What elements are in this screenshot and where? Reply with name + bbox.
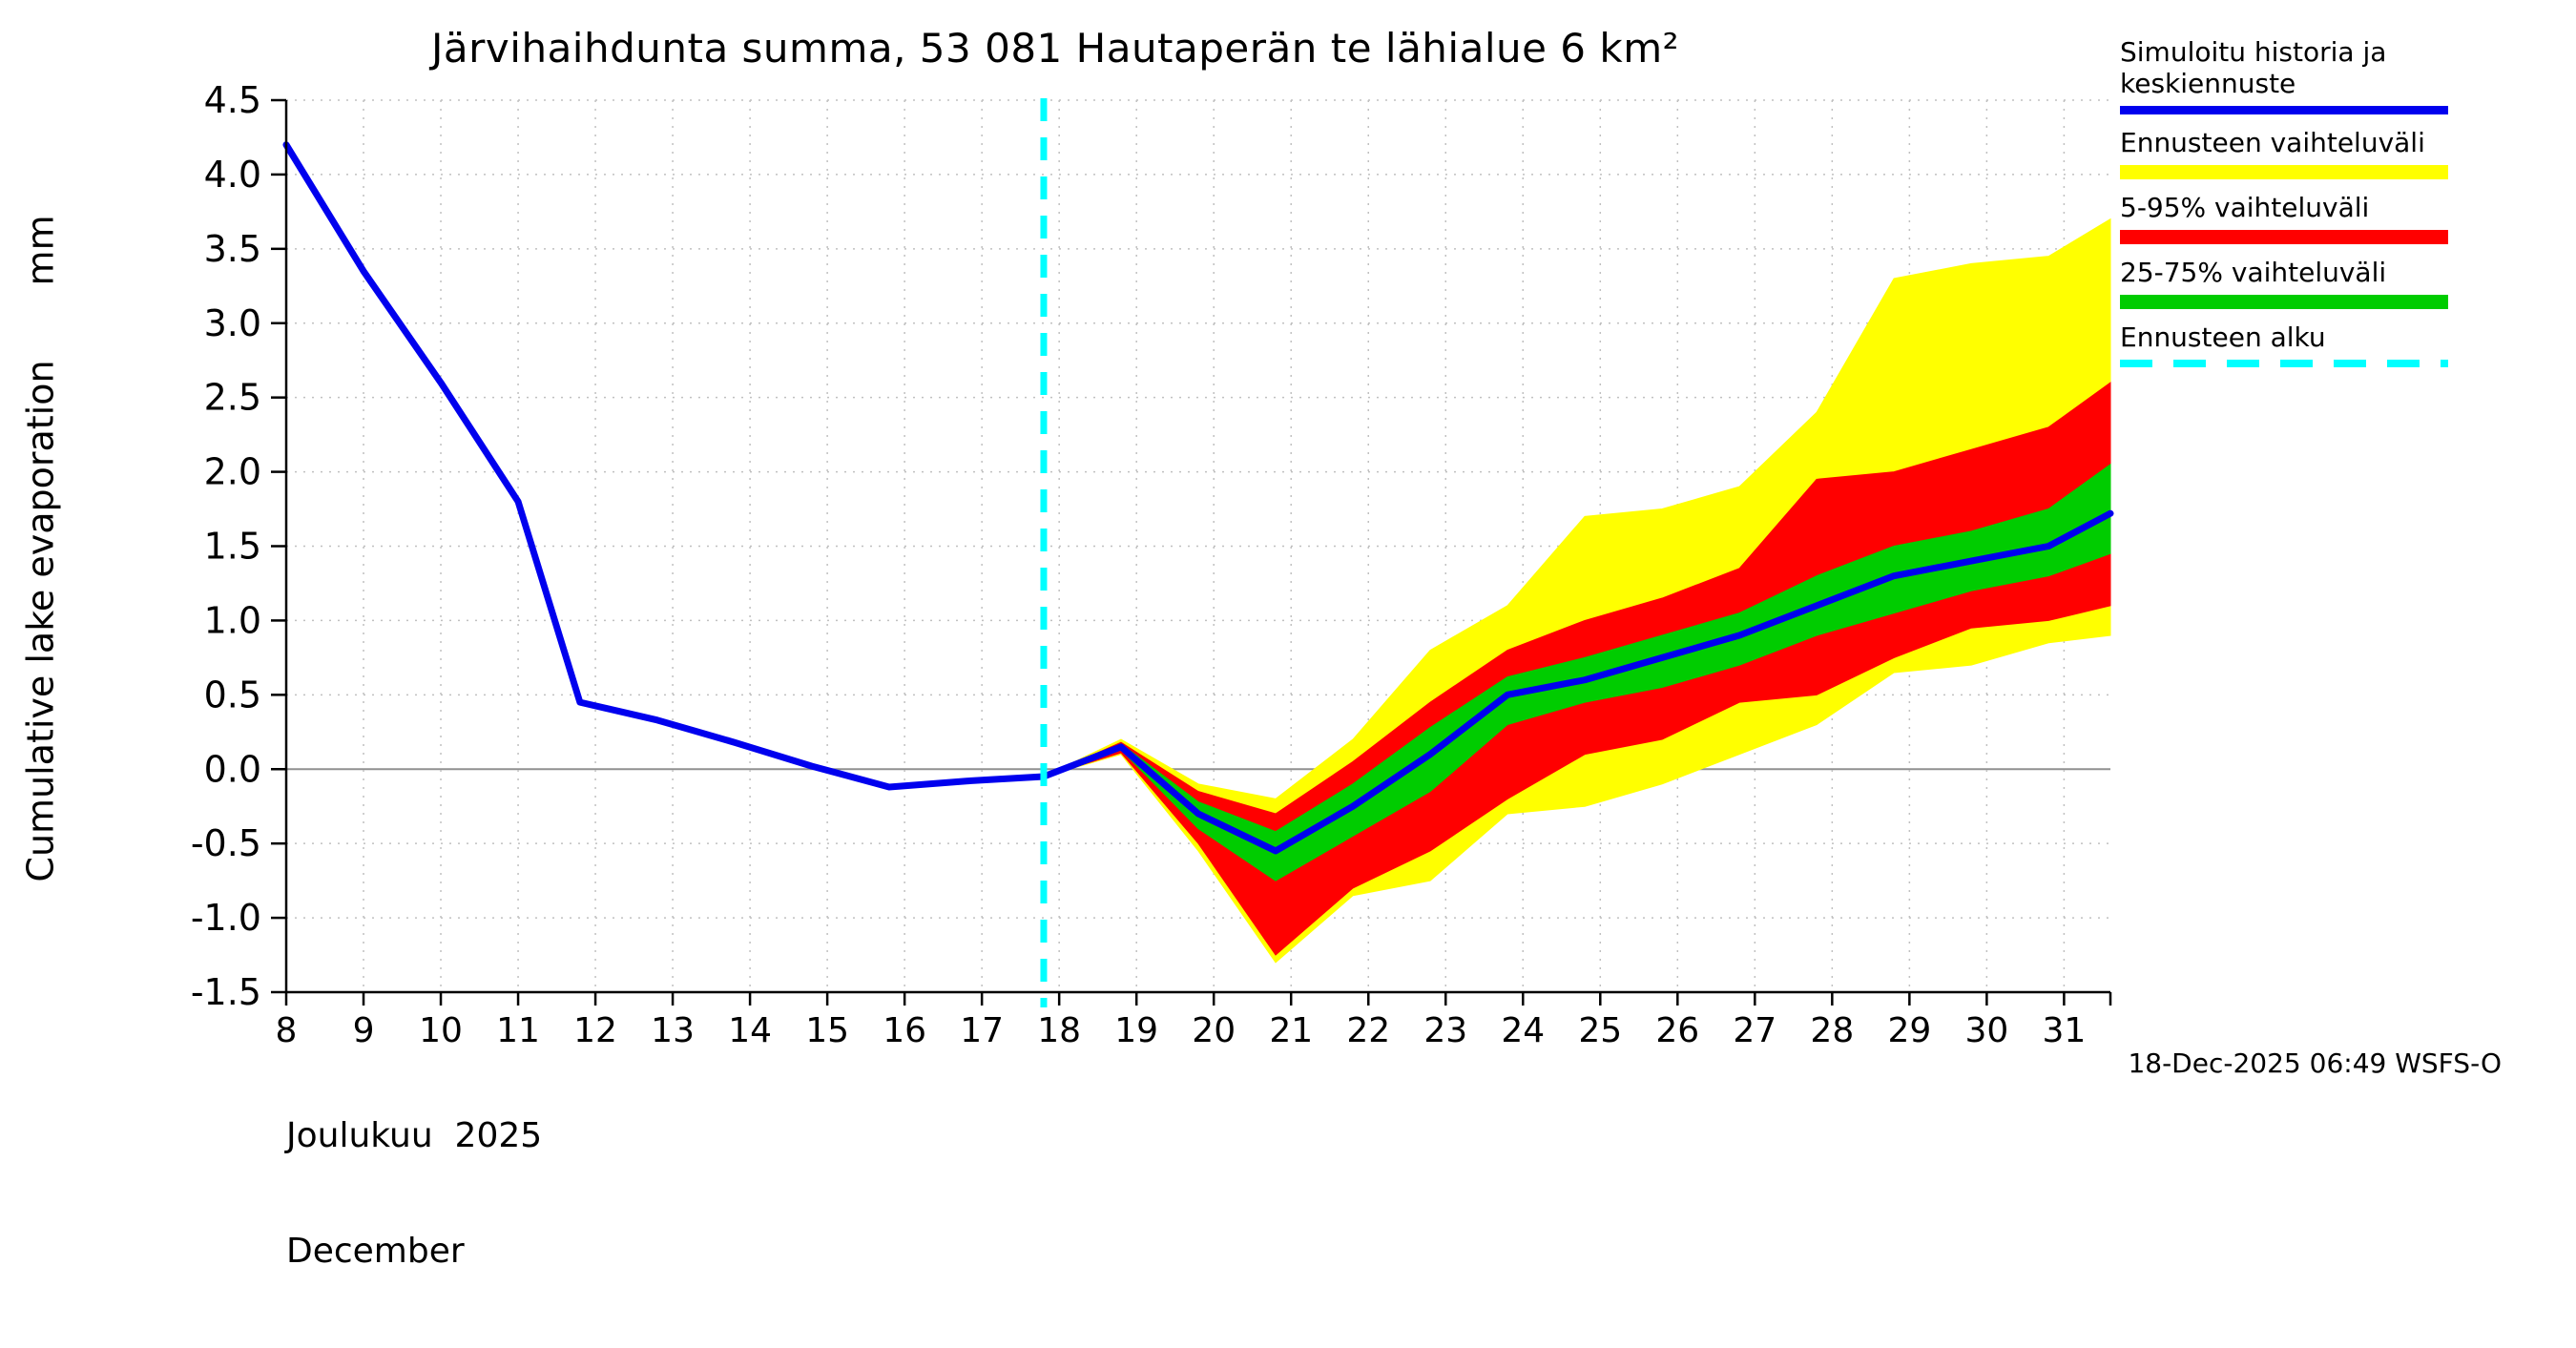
forecast-median-line	[1040, 509, 2114, 855]
x-tick-label: 25	[1578, 1011, 1622, 1050]
y-tick-label: 0.5	[204, 674, 261, 715]
legend-swatch-band	[2120, 230, 2448, 245]
x-tick-label: 24	[1501, 1011, 1545, 1050]
legend-label: Simuloitu historia ja keskiennuste	[2120, 36, 2387, 100]
x-tick-label: 9	[353, 1011, 375, 1050]
legend-item: Simuloitu historia ja keskiennuste	[2120, 36, 2448, 115]
plot-area: 4.5 4.0 3.5 3.0 2.5 2.0 1.5 1.0 0.5 0.0 -0.5 -1.0 -1…	[191, 79, 2114, 1050]
x-tick-label: 8	[276, 1011, 298, 1050]
x-tick-label: 22	[1346, 1011, 1390, 1050]
legend-item: Ennusteen vaihteluväli	[2120, 127, 2448, 180]
band-25-75	[1043, 463, 2111, 881]
x-axis-label-en: December	[286, 1231, 465, 1271]
legend-swatch-band	[2120, 295, 2448, 310]
legend-label: 5-95% vaihteluväli	[2120, 192, 2370, 224]
y-tick-label: 1.5	[204, 526, 261, 568]
y-tick-label: -1.0	[191, 897, 261, 939]
x-tick-label: 21	[1269, 1011, 1313, 1050]
x-tick-label: 11	[496, 1011, 540, 1050]
x-tick-label: 30	[1964, 1011, 2008, 1050]
x-tick-label: 19	[1114, 1011, 1158, 1050]
legend-swatch-dashed	[2120, 360, 2448, 368]
x-tick-label: 23	[1423, 1011, 1467, 1050]
y-tick-label: -1.5	[191, 971, 261, 1013]
x-tick-label: 14	[728, 1011, 772, 1050]
y-tick-label: 4.5	[204, 79, 261, 121]
x-tick-label: 12	[573, 1011, 617, 1050]
x-tick-label: 13	[651, 1011, 695, 1050]
x-axis-label-fi: Joulukuu 2025	[286, 1115, 543, 1155]
legend-label: Ennusteen alku	[2120, 321, 2326, 354]
history-line	[282, 141, 1048, 791]
x-tick-label: 10	[419, 1011, 463, 1050]
legend-item: Ennusteen alku	[2120, 321, 2448, 368]
x-tick-label: 28	[1810, 1011, 1854, 1050]
y-tick-label: -0.5	[191, 822, 261, 864]
y-tick-label: 0.0	[204, 748, 261, 790]
x-tick-label: 20	[1192, 1011, 1236, 1050]
chart-canvas: Järvihaihdunta summa, 53 081 Hautaperän …	[20, 25, 2502, 1271]
y-tick-label: 3.0	[204, 302, 261, 344]
x-tick-label: 18	[1037, 1011, 1081, 1050]
legend-item: 25-75% vaihteluväli	[2120, 257, 2448, 310]
y-tick-label: 2.0	[204, 451, 261, 493]
x-axis-label: Joulukuu 2025 December	[286, 1040, 542, 1348]
legend-label: Ennusteen vaihteluväli	[2120, 127, 2425, 159]
y-tick-label: 4.0	[204, 154, 261, 196]
x-tick-label: 26	[1655, 1011, 1699, 1050]
chart-title: Järvihaihdunta summa, 53 081 Hautaperän …	[431, 25, 1679, 72]
x-tick-label: 27	[1733, 1011, 1776, 1050]
y-tick-label: 1.0	[204, 599, 261, 641]
legend-swatch-band	[2120, 165, 2448, 180]
x-tick-label: 15	[805, 1011, 849, 1050]
legend-label: 25-75% vaihteluväli	[2120, 257, 2387, 289]
y-tick-label: 3.5	[204, 228, 261, 270]
legend-swatch-line	[2120, 106, 2448, 115]
timestamp: 18-Dec-2025 06:49 WSFS-O	[2128, 1047, 2502, 1079]
x-tick-label: 16	[883, 1011, 926, 1050]
legend-item: 5-95% vaihteluväli	[2120, 192, 2448, 245]
x-tick-label: 31	[2042, 1011, 2086, 1050]
y-tick-label: 2.5	[204, 377, 261, 419]
legend: Simuloitu historia ja keskiennuste Ennust…	[2120, 36, 2448, 380]
x-tick-label: 17	[960, 1011, 1004, 1050]
x-tick-label: 29	[1887, 1011, 1931, 1050]
